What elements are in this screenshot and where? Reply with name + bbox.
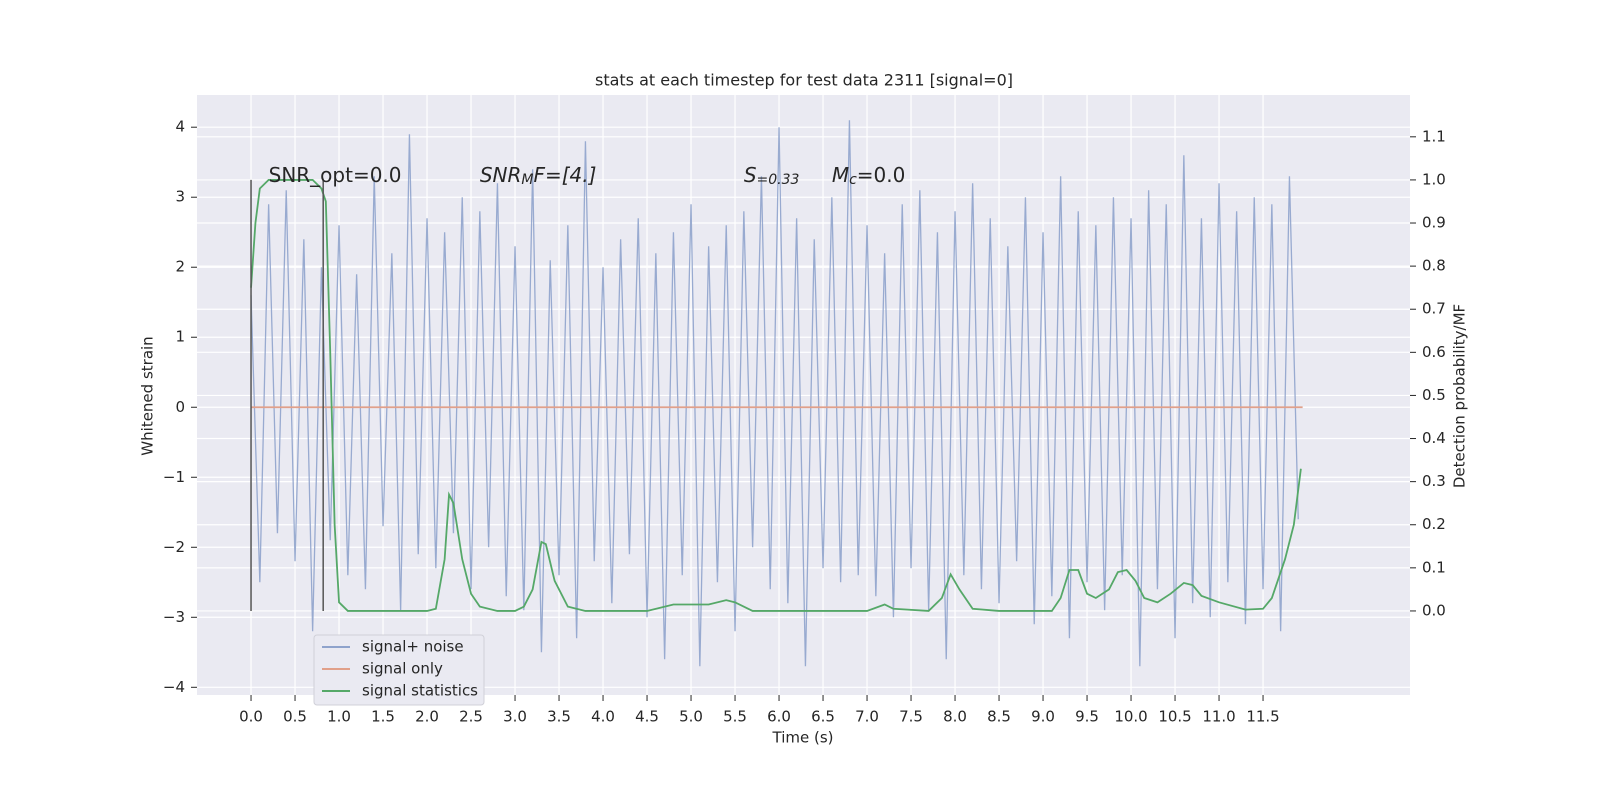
y2-tick-label: 0.2 <box>1422 515 1446 533</box>
y-tick-label: 3 <box>175 188 185 206</box>
y-axis-label: Whitened strain <box>139 336 157 455</box>
legend-label: signal statistics <box>362 682 478 700</box>
y2-tick-label: 0.9 <box>1422 214 1446 232</box>
y2-tick-label: 0.5 <box>1422 386 1446 404</box>
x-tick-label: 1.0 <box>327 708 351 726</box>
y2-tick-label: 0.7 <box>1422 300 1446 318</box>
annotation-part: M <box>832 163 849 187</box>
series-line <box>250 179 1302 612</box>
y2-tick-label: 1.0 <box>1422 170 1446 188</box>
x-tick-label: 7.0 <box>855 708 879 726</box>
x-tick-label: 11.0 <box>1202 708 1235 726</box>
x-tick-label: 8.5 <box>987 708 1011 726</box>
annotation: SNR_opt=0.0 <box>269 163 402 187</box>
x-tick-label: 2.5 <box>459 708 483 726</box>
x-tick-label: 9.0 <box>1031 708 1055 726</box>
y2-tick-label: 1.1 <box>1422 127 1446 145</box>
y-tick-label: 4 <box>175 118 185 136</box>
annotation: SNRMF=[4.] <box>480 163 597 189</box>
x-tick-label: 2.0 <box>415 708 439 726</box>
series-line <box>250 120 1299 667</box>
annotation-part: SNR <box>480 163 522 187</box>
annotation-part: =0.0 <box>857 163 906 187</box>
y-tick-label: 0 <box>175 398 185 416</box>
x-tick-label: 4.0 <box>591 708 615 726</box>
y-tick-label: −3 <box>163 608 185 626</box>
annotation-part: =0.33 <box>757 172 800 188</box>
annotation: Mc=0.0 <box>832 163 906 189</box>
legend-label: signal+ noise <box>362 638 464 656</box>
y-tick-label: −1 <box>163 468 185 486</box>
legend-box <box>313 634 485 706</box>
x-tick-label: 10.5 <box>1158 708 1191 726</box>
legend-label: signal only <box>362 660 443 678</box>
annotation-part: S <box>744 163 757 187</box>
y-tick-label: 2 <box>175 258 185 276</box>
x-tick-label: 6.5 <box>811 708 835 726</box>
y2-tick-label: 0.3 <box>1422 472 1446 490</box>
x-tick-label: 11.5 <box>1246 708 1279 726</box>
x-tick-label: 3.0 <box>503 708 527 726</box>
x-tick-label: 8.0 <box>943 708 967 726</box>
annotation-part: SNR_opt=0.0 <box>269 163 402 187</box>
x-tick-label: 3.5 <box>547 708 571 726</box>
y2-tick-label: 0.4 <box>1422 429 1446 447</box>
x-tick-label: 4.5 <box>635 708 659 726</box>
y-tick-label: −2 <box>163 538 185 556</box>
annotation-part: c <box>849 172 857 188</box>
y2-tick-label: 0.1 <box>1422 558 1446 576</box>
y-tick-label: −4 <box>163 678 185 696</box>
x-tick-label: 10.0 <box>1114 708 1147 726</box>
y2-tick-label: 0.0 <box>1422 601 1446 619</box>
y-tick-label: 1 <box>175 328 185 346</box>
annotation-part: F=[4.] <box>533 163 596 187</box>
y2-tick-label: 0.8 <box>1422 257 1446 275</box>
y2-tick-label: 0.6 <box>1422 343 1446 361</box>
chart-title: stats at each timestep for test data 231… <box>595 71 1013 90</box>
x-tick-label: 6.0 <box>767 708 791 726</box>
x-tick-label: 1.5 <box>371 708 395 726</box>
x-tick-label: 0.0 <box>239 708 263 726</box>
y2-axis-label: Detection probability/MF <box>1451 304 1469 488</box>
x-tick-label: 7.5 <box>899 708 923 726</box>
x-tick-label: 0.5 <box>283 708 307 726</box>
x-tick-label: 5.0 <box>679 708 703 726</box>
x-tick-label: 5.5 <box>723 708 747 726</box>
annotation-part: M <box>521 172 533 188</box>
annotation: S=0.33 <box>744 163 800 189</box>
x-axis-label: Time (s) <box>772 729 834 747</box>
x-tick-label: 9.5 <box>1075 708 1099 726</box>
